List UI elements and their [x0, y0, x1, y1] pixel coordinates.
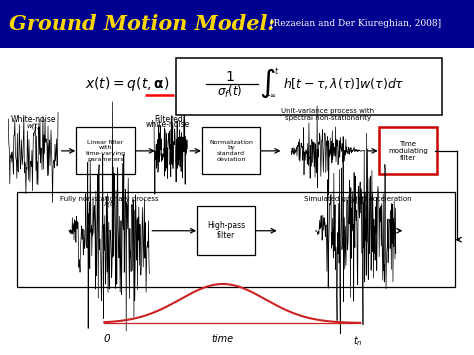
Text: White-noise: White-noise: [10, 115, 56, 124]
Text: $t$: $t$: [274, 66, 279, 76]
Text: $-\infty$: $-\infty$: [264, 93, 277, 99]
Text: $h[t-\tau,\lambda(\tau)]w(\tau)d\tau$: $h[t-\tau,\lambda(\tau)]w(\tau)d\tau$: [283, 76, 404, 91]
Text: Ground Motion Model:: Ground Motion Model:: [9, 14, 275, 34]
FancyBboxPatch shape: [76, 127, 135, 175]
FancyBboxPatch shape: [202, 127, 260, 175]
FancyBboxPatch shape: [379, 127, 437, 175]
Text: white-noise: white-noise: [146, 120, 191, 129]
FancyBboxPatch shape: [197, 206, 255, 255]
Text: Linear filter
with
time-varying
parameters: Linear filter with time-varying paramete…: [85, 140, 126, 162]
Text: time: time: [212, 334, 234, 344]
Text: $\int$: $\int$: [259, 67, 276, 100]
Text: Unit-variance process with
spectral non-stationarity: Unit-variance process with spectral non-…: [282, 108, 374, 121]
Text: $t_n$: $t_n$: [353, 334, 363, 348]
Text: $\ddot{x}(t)$: $\ddot{x}(t)$: [350, 194, 365, 207]
FancyBboxPatch shape: [176, 58, 442, 115]
Text: $x(t) = q(t,\mathbf{\alpha})$: $x(t) = q(t,\mathbf{\alpha})$: [85, 76, 170, 93]
Text: Simulated ground acceleration: Simulated ground acceleration: [304, 196, 412, 202]
Text: w(t): w(t): [26, 122, 40, 129]
Text: Fully non-stationary process: Fully non-stationary process: [60, 196, 158, 202]
Text: $1$: $1$: [225, 70, 235, 84]
Text: High-pass
filter: High-pass filter: [207, 221, 246, 240]
Text: 0: 0: [103, 334, 110, 344]
Text: Time
modulating
filter: Time modulating filter: [388, 141, 428, 161]
Text: Filtered: Filtered: [154, 115, 182, 124]
Text: x(t): x(t): [103, 200, 115, 207]
Text: Normalization
by
standard
deviation: Normalization by standard deviation: [209, 140, 253, 162]
Text: [Rezaeian and Der Kiureghian, 2008]: [Rezaeian and Der Kiureghian, 2008]: [270, 20, 441, 28]
FancyBboxPatch shape: [0, 0, 474, 48]
Text: $\sigma_f(t)$: $\sigma_f(t)$: [217, 83, 243, 100]
